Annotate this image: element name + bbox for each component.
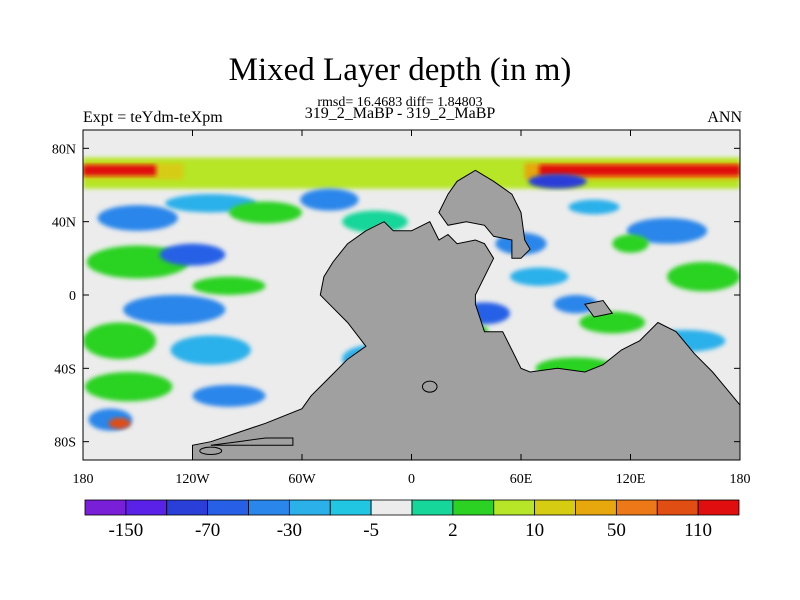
colorbar-swatch-1: [125, 499, 168, 516]
x-tick-label-2: 60W: [288, 472, 316, 487]
colorbar-label-7: 110: [684, 520, 712, 541]
colorbar-swatch-9: [452, 499, 495, 516]
colorbar-swatch-5: [288, 499, 331, 516]
colorbar: -150 -70 -30 -5 2 10 50 110: [84, 499, 740, 541]
land-polygon-northern-landmass: [438, 169, 531, 259]
x-tick-label-4: 60E: [510, 472, 533, 487]
x-tick-label-3: 0: [408, 472, 415, 487]
colorbar-label-4: 2: [448, 520, 458, 541]
contour-blob-0: [97, 205, 178, 231]
stats-text: rmsd= 16.4683 diff= 1.84803: [317, 95, 483, 110]
contour-blob-7: [123, 295, 226, 325]
colorbar-swatch-13: [615, 499, 658, 516]
contour-band-2: [83, 164, 156, 176]
colorbar-label-5: 10: [525, 520, 544, 541]
contour-blob-27: [568, 199, 620, 215]
colorbar-swatch-0: [84, 499, 127, 516]
contour-blob-9: [83, 322, 156, 360]
season-label: ANN: [707, 109, 742, 126]
chart-title: Mixed Layer depth (in m): [228, 52, 572, 88]
colorbar-label-1: -70: [195, 520, 220, 541]
contour-blob-8: [192, 276, 266, 296]
y-tick-label-3: 40S: [54, 362, 76, 377]
colorbar-swatch-3: [207, 499, 249, 516]
contour-blob-10: [170, 335, 251, 365]
colorbar-label-0: -150: [108, 520, 143, 541]
x-tick-label-1: 120W: [175, 472, 210, 487]
map-axes: 180 120W 60W 0 60E 120E 180 80N 40N 0 40S 80S: [52, 129, 751, 487]
contour-band-4: [539, 164, 740, 176]
colorbar-swatch-4: [248, 499, 290, 516]
colorbar-label-3: -5: [363, 520, 379, 541]
contour-blob-21: [579, 311, 646, 334]
contour-blob-26: [528, 174, 587, 189]
colorbar-swatch-2: [166, 499, 209, 516]
experiment-label: Expt = teYdm-teXpm: [83, 109, 223, 126]
colorbar-swatch-12: [575, 499, 617, 516]
colorbar-swatch-11: [534, 499, 576, 516]
y-tick-label-1: 40N: [52, 216, 76, 231]
land-polygon-peninsula: [210, 437, 294, 446]
x-tick-label-6: 180: [730, 472, 751, 487]
x-tick-label-5: 120E: [616, 472, 646, 487]
map-plot-area: [83, 130, 740, 460]
colorbar-swatch-15: [697, 499, 740, 516]
land-polygon-east-island: [584, 299, 614, 318]
contour-blob-11: [84, 372, 173, 402]
colorbar-swatch-6: [329, 499, 372, 516]
colorbar-label-2: -30: [277, 520, 302, 541]
colorbar-swatch-14: [656, 499, 699, 516]
contour-blob-29: [553, 295, 598, 314]
contour-blob-14: [108, 417, 131, 429]
land-polygon-main-continent: [192, 221, 740, 460]
contour-blob-2: [229, 201, 302, 224]
y-tick-label-2: 0: [69, 289, 76, 304]
contour-blob-12: [192, 384, 266, 407]
x-tick-label-0: 180: [73, 472, 94, 487]
contour-blob-3: [300, 188, 359, 211]
case-label: 319_2_MaBP - 319_2_MaBP: [304, 105, 496, 122]
colorbar-label-6: 50: [607, 520, 626, 541]
land-island-1: [199, 446, 223, 456]
contour-blob-18: [510, 267, 569, 286]
colorbar-swatch-10: [493, 499, 536, 516]
colorbar-swatch-7: [370, 499, 413, 516]
y-tick-label-4: 80S: [54, 436, 76, 451]
y-tick-label-0: 80N: [52, 142, 76, 157]
contour-blob-23: [667, 262, 740, 292]
contour-blob-6: [159, 243, 226, 266]
contour-blob-22: [626, 218, 708, 244]
contour-blob-4: [342, 210, 408, 233]
land-island-0: [421, 380, 438, 393]
contour-blob-28: [612, 234, 649, 253]
colorbar-swatch-8: [411, 499, 454, 516]
